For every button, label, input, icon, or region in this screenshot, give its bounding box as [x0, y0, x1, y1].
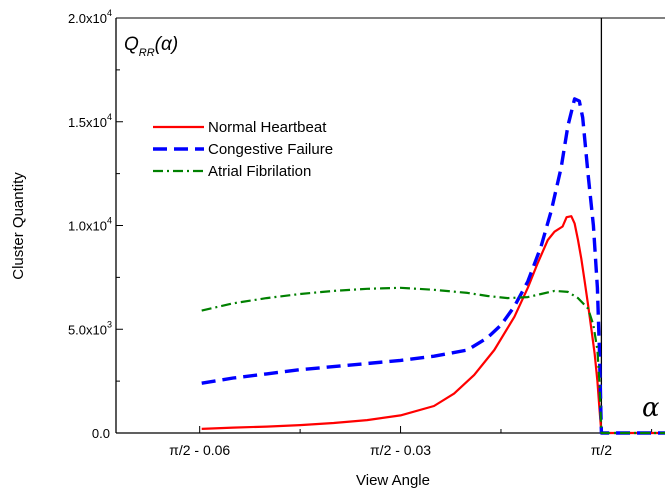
series-line-2 [201, 97, 665, 435]
alpha-symbol: α [642, 393, 660, 423]
series-layer [201, 97, 665, 435]
y-tick-label: 5.0x103 [68, 319, 112, 337]
series-line-3 [201, 286, 665, 435]
annotation-main: Q [124, 34, 139, 55]
x-tick-label: π/2 - 0.06 [169, 442, 230, 458]
legend-label-2: Congestive Failure [208, 141, 333, 158]
axes: 0.0 5.0x103 1.0x104 1.5x104 2.0x104 π/2 - 0.0… [68, 8, 665, 458]
y-tick-label: 1.5x104 [68, 112, 112, 130]
y-axis-title: Cluster Quantity [10, 172, 27, 280]
x-tick-label: π/2 - 0.03 [370, 442, 431, 458]
legend-label-3: Atrial Fibrilation [208, 163, 311, 180]
legend-label-1: Normal Heartbeat [208, 119, 327, 136]
series-line-1 [201, 215, 665, 435]
annotation-arg: (α) [155, 34, 179, 55]
y-tick-label: 0.0 [92, 426, 110, 441]
y-tick-label: 2.0x104 [68, 8, 112, 26]
x-axis-title: View Angle [356, 472, 430, 489]
annotation-q-rr-alpha: QRR(α) [124, 34, 178, 59]
y-tick-label: 1.0x104 [68, 216, 112, 234]
x-tick-label: π/2 [591, 442, 613, 458]
annotation-sub: RR [139, 47, 155, 59]
legend: Normal Heartbeat Congestive Failure Atrial… [153, 119, 333, 180]
